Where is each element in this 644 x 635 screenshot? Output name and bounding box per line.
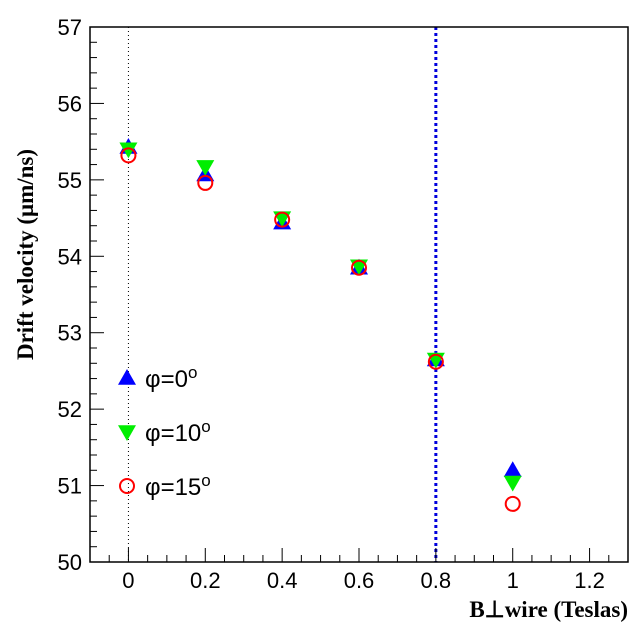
data-point [504, 495, 521, 512]
data-point [427, 353, 444, 370]
data-point [503, 461, 522, 478]
data-point [351, 259, 367, 276]
x-tick-label: 1 [507, 568, 519, 593]
legend: φ=0o φ=10o φ=15o [118, 363, 211, 501]
legend-item-0: φ=0o [118, 363, 197, 393]
data-point [197, 174, 214, 191]
reference-lines [127, 27, 438, 562]
legend-marker [119, 478, 135, 494]
legend-label-degree: o [201, 471, 210, 490]
legend-item-1: φ=10o [118, 417, 211, 447]
x-tick-label: 0 [122, 568, 134, 593]
legend-label: φ=10o [145, 417, 211, 447]
data-points [119, 137, 522, 512]
x-tick-label: 0.8 [421, 568, 452, 593]
series-2 [120, 147, 521, 512]
legend-label-degree: o [201, 417, 210, 436]
legend-marker [118, 425, 136, 441]
legend-label-degree: o [188, 363, 197, 382]
x-tick-label: 1.2 [574, 568, 605, 593]
y-tick-label: 53 [58, 321, 82, 346]
y-axis-title: Drift velocity (μm/ns) [13, 149, 38, 360]
y-tick-label: 50 [58, 550, 82, 575]
axis-ticks [89, 26, 629, 563]
y-tick-label: 52 [58, 397, 82, 422]
data-point [274, 211, 291, 228]
x-tick-label: 0.2 [190, 568, 221, 593]
legend-marker [118, 369, 136, 385]
legend-item-2: φ=15o [119, 471, 211, 501]
y-tick-label: 54 [58, 244, 82, 269]
data-point [120, 147, 137, 164]
data-point [503, 475, 522, 492]
x-tick-label: 0.6 [344, 568, 375, 593]
tick-labels: 0 0.2 0.4 0.6 0.8 1 1.2 50 51 52 53 54 55 56 57 [58, 15, 605, 593]
data-point [119, 142, 138, 159]
y-tick-label: 57 [58, 15, 82, 40]
legend-label: φ=15o [145, 471, 211, 501]
y-tick-label: 55 [58, 168, 82, 193]
x-axis-title: B⊥wire (Teslas) [469, 597, 628, 622]
x-tick-label: 0.4 [267, 568, 298, 593]
data-point [196, 160, 215, 176]
legend-label: φ=0o [145, 363, 197, 393]
y-tick-label: 51 [58, 474, 82, 499]
y-tick-label: 56 [58, 91, 82, 116]
